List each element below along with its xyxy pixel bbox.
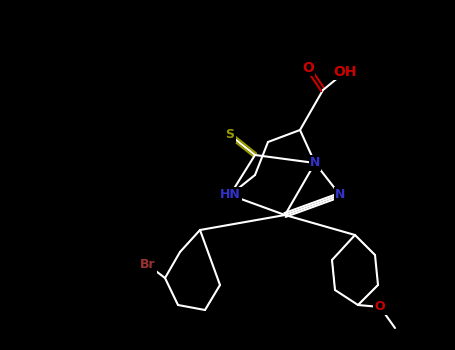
Text: N: N: [310, 156, 320, 169]
Text: HN: HN: [220, 189, 240, 202]
Text: N: N: [335, 189, 345, 202]
Text: O: O: [302, 61, 314, 75]
Text: S: S: [226, 128, 234, 141]
Text: OH: OH: [333, 65, 357, 79]
Text: Br: Br: [140, 259, 156, 272]
Text: O: O: [374, 301, 385, 314]
